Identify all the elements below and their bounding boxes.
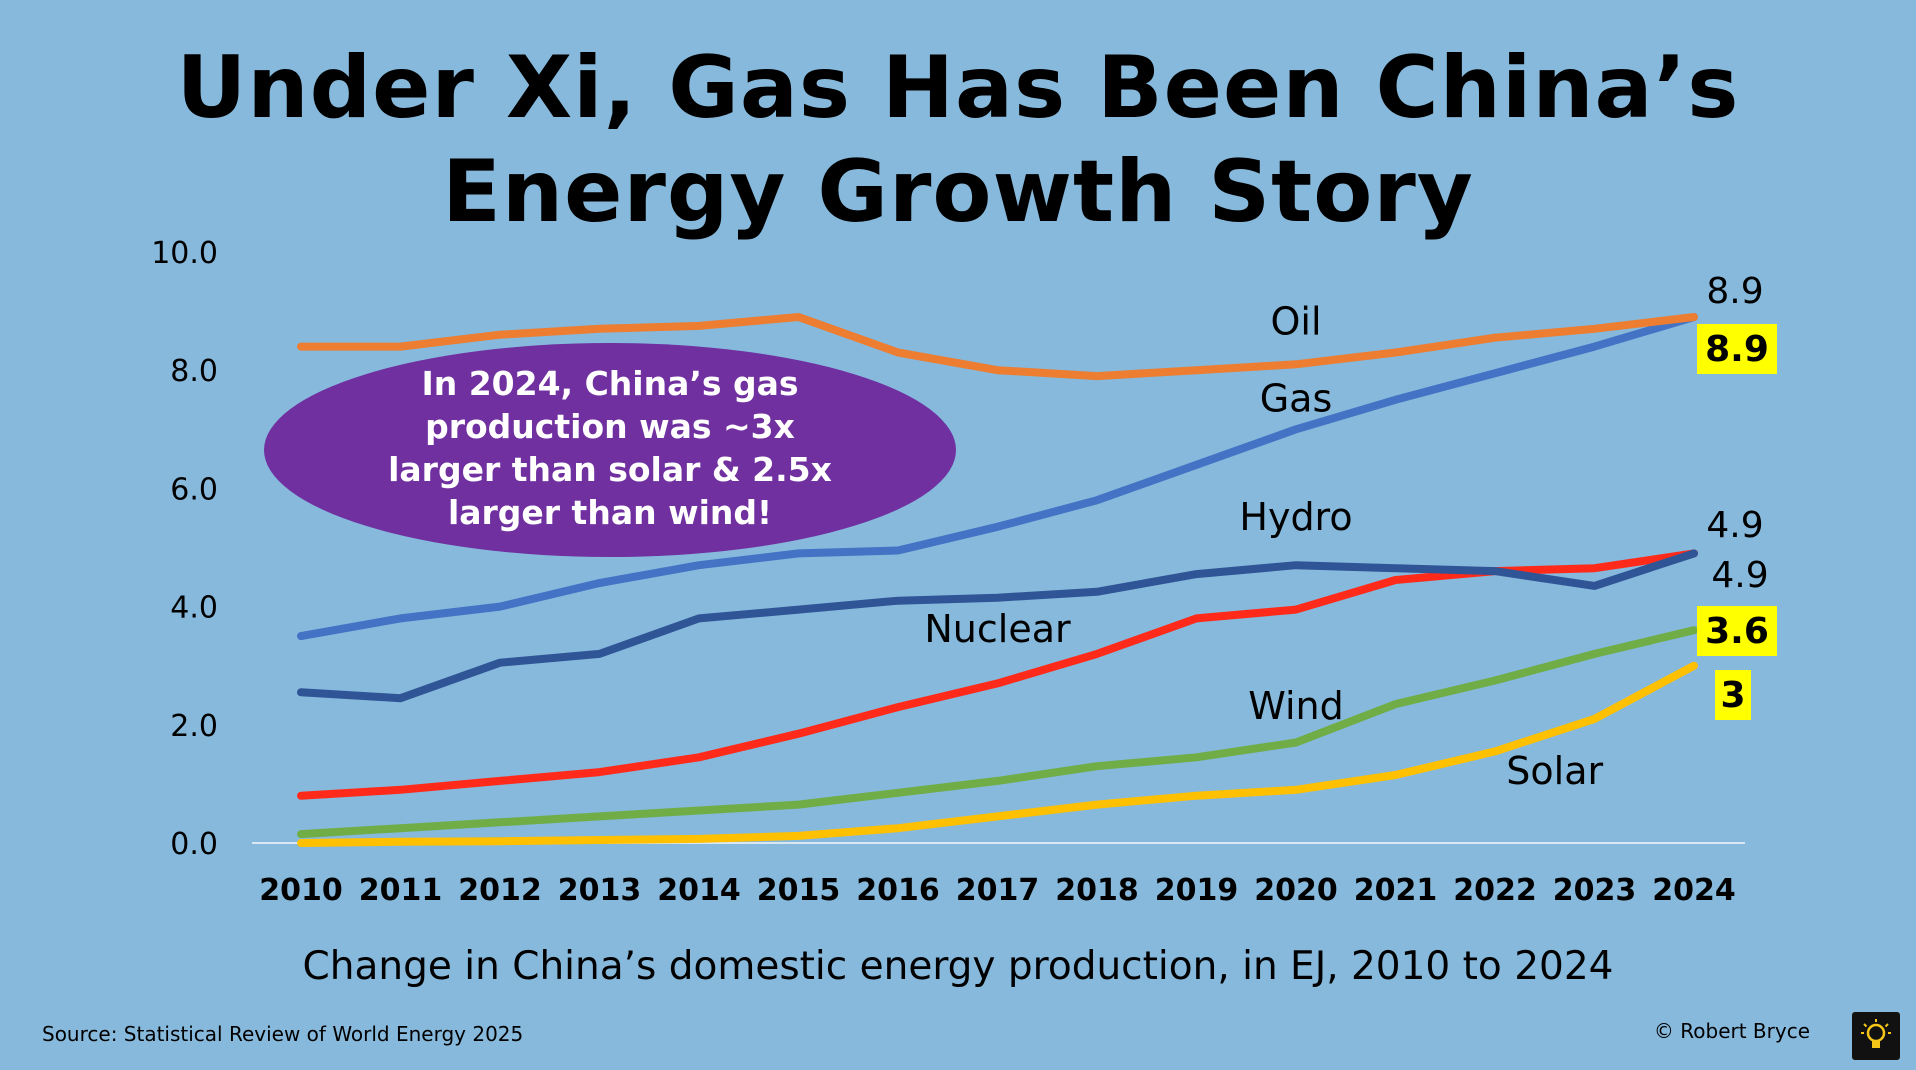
x-tick-label: 2024: [1652, 873, 1736, 908]
x-tick-label: 2021: [1354, 873, 1438, 908]
x-tick-label: 2014: [657, 873, 741, 908]
source-note: Source: Statistical Review of World Ener…: [42, 1022, 524, 1046]
x-tick-label: 2020: [1254, 873, 1338, 908]
y-tick-label: 8.0: [170, 354, 218, 389]
x-tick-label: 2017: [956, 873, 1040, 908]
end-label-highlight: [1715, 670, 1751, 720]
series-label-solar: Solar: [1506, 749, 1603, 793]
series-line-gas: [297, 313, 1698, 641]
copyright-note: © Robert Bryce: [1653, 1019, 1810, 1043]
y-tick-label: 10.0: [151, 236, 218, 271]
x-tick-label: 2016: [856, 873, 940, 908]
x-tick-label: 2022: [1453, 873, 1537, 908]
series-line-hydro: [297, 549, 1698, 703]
series-label-nuclear: Nuclear: [924, 607, 1071, 651]
end-value-label-wind: 3.6: [1705, 611, 1769, 652]
series-line-nuclear: [297, 549, 1698, 800]
end-label-highlight: [1697, 324, 1777, 374]
page-title: Under Xi, Gas Has Been China’s Energy Gr…: [0, 36, 1916, 244]
x-tick-label: 2012: [458, 873, 542, 908]
title-line-1: Under Xi, Gas Has Been China’s: [176, 38, 1740, 138]
x-tick-label: 2013: [558, 873, 642, 908]
callout-text-line: production was ~3x: [425, 407, 795, 446]
callout-ellipse: [264, 343, 956, 557]
series-line-solar: [297, 661, 1698, 847]
callout-text-line: larger than wind!: [448, 493, 772, 532]
end-value-label-gas: 8.9: [1705, 329, 1769, 370]
series-label-gas: Gas: [1260, 377, 1333, 421]
series-label-oil: Oil: [1270, 300, 1321, 344]
end-label-highlight: [1697, 606, 1777, 656]
y-tick-label: 6.0: [170, 472, 218, 507]
x-tick-label: 2023: [1553, 873, 1637, 908]
series-line-oil: [297, 313, 1698, 381]
end-value-label-solar: 3: [1720, 675, 1745, 716]
x-tick-label: 2015: [757, 873, 841, 908]
title-line-2: Energy Growth Story: [442, 142, 1474, 242]
y-tick-label: 2.0: [170, 709, 218, 744]
x-tick-label: 2011: [359, 873, 443, 908]
end-value-label-nuclear: 4.9: [1711, 555, 1768, 596]
x-tick-label: 2019: [1155, 873, 1239, 908]
lightbulb-icon: [1852, 1012, 1900, 1060]
series-label-wind: Wind: [1248, 684, 1344, 728]
chart-subtitle: Change in China’s domestic energy produc…: [302, 944, 1614, 989]
x-tick-label: 2010: [259, 873, 343, 908]
series-label-hydro: Hydro: [1239, 495, 1352, 539]
callout-text-line: larger than solar & 2.5x: [388, 450, 832, 489]
series-line-wind: [297, 626, 1698, 839]
y-tick-label: 0.0: [170, 827, 218, 862]
callout-text-line: In 2024, China’s gas: [421, 364, 798, 403]
end-value-label-hydro: 4.9: [1706, 505, 1763, 546]
end-value-label-oil: 8.9: [1706, 271, 1763, 312]
x-tick-label: 2018: [1055, 873, 1139, 908]
y-tick-label: 4.0: [170, 591, 218, 626]
